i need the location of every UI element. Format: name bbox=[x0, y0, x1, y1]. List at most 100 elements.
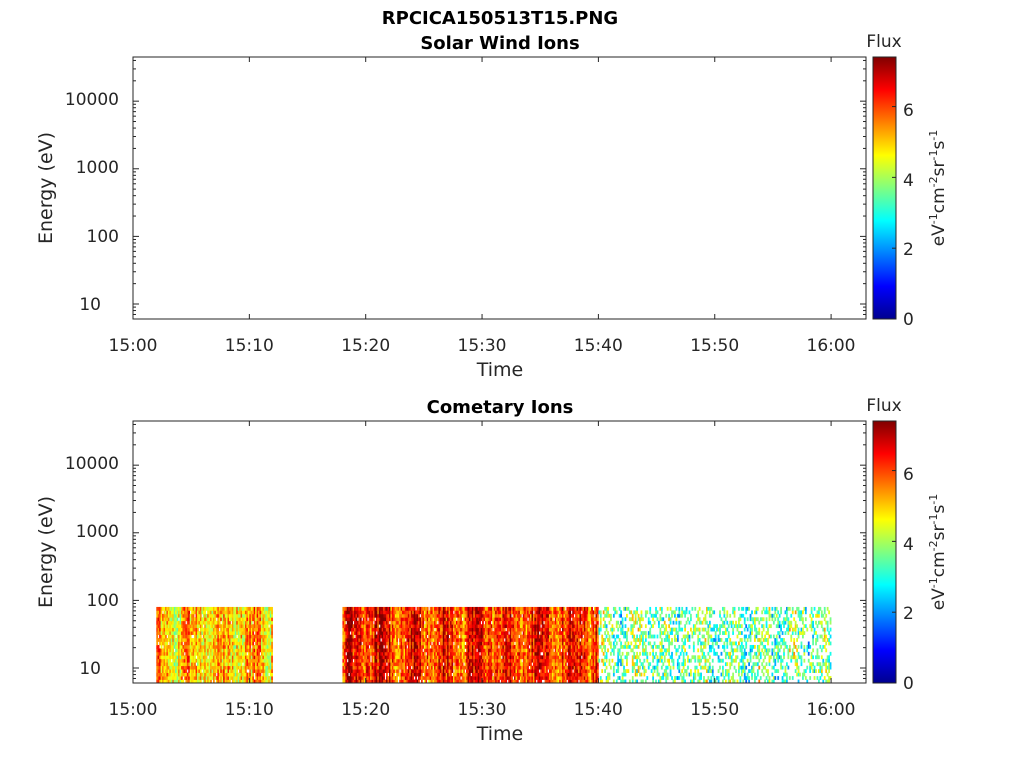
spectrogram-cell bbox=[468, 617, 471, 622]
spectrogram-cell bbox=[544, 655, 547, 660]
spectrogram-cell bbox=[410, 644, 413, 649]
spectrogram-cell bbox=[166, 627, 169, 632]
spectrogram-cell bbox=[471, 672, 474, 677]
spectrogram-cell bbox=[249, 631, 252, 635]
spectrogram-cell bbox=[492, 679, 495, 683]
spectrogram-cell bbox=[230, 610, 233, 615]
spectrogram-cell bbox=[356, 658, 359, 663]
spectrogram-cell bbox=[262, 624, 265, 629]
spectrogram-cell bbox=[343, 669, 346, 673]
spectrogram-cell bbox=[461, 651, 464, 656]
spectrogram-cell bbox=[477, 620, 480, 625]
spectrogram-cell bbox=[205, 624, 208, 629]
spectrogram-cell bbox=[258, 620, 260, 625]
spectrogram-cell bbox=[415, 638, 417, 642]
spectrogram-cell bbox=[175, 665, 177, 670]
spectrogram-cell bbox=[400, 624, 403, 629]
spectrogram-cell bbox=[393, 672, 396, 677]
spectrogram-cell bbox=[371, 658, 374, 663]
spectrogram-cell bbox=[362, 669, 365, 673]
spectrogram-cell bbox=[441, 665, 444, 670]
spectrogram-cell bbox=[540, 631, 543, 635]
spectrogram-cell bbox=[349, 679, 352, 683]
spectrogram-cell bbox=[384, 658, 387, 663]
spectrogram-cell bbox=[252, 613, 255, 618]
spectrogram-cell bbox=[458, 676, 461, 680]
spectrogram-cell bbox=[169, 665, 172, 670]
spectrogram-cell bbox=[435, 613, 438, 618]
spectrogram-cell bbox=[415, 617, 417, 622]
spectrogram-cell bbox=[186, 672, 189, 677]
spectrogram-cell bbox=[531, 617, 534, 622]
spectrogram-cell bbox=[416, 644, 419, 649]
spectrogram-cell bbox=[476, 613, 479, 618]
spectrogram-cell bbox=[201, 606, 204, 611]
spectrogram-cell bbox=[242, 624, 244, 629]
spectrogram-cell bbox=[260, 610, 263, 615]
spectrogram-cell bbox=[514, 634, 516, 639]
spectrogram-cell bbox=[541, 634, 544, 639]
spectrogram-cell bbox=[371, 624, 374, 629]
spectrogram-cell bbox=[423, 672, 426, 677]
spectrogram-cell bbox=[431, 620, 433, 625]
spectrogram-cell bbox=[352, 613, 355, 618]
spectrogram-cell bbox=[362, 672, 365, 677]
spectrogram-cell bbox=[156, 606, 159, 611]
spectrogram-cell bbox=[447, 651, 449, 656]
spectrogram-cell bbox=[451, 620, 454, 625]
spectrogram-cell bbox=[487, 610, 490, 615]
spectrogram-cell bbox=[557, 676, 560, 680]
spectrogram-cell bbox=[175, 644, 177, 649]
spectrogram-cell bbox=[212, 627, 215, 632]
spectrogram-cell bbox=[374, 631, 377, 635]
spectrogram-cell bbox=[404, 641, 407, 646]
spectrogram-cell bbox=[543, 638, 545, 642]
spectrogram-cell bbox=[343, 658, 346, 663]
spectrogram-cell bbox=[544, 679, 547, 683]
spectrogram-cell bbox=[202, 610, 205, 615]
spectrogram-cell bbox=[268, 631, 271, 635]
spectrogram-cell bbox=[482, 665, 484, 670]
spectrogram-cell bbox=[242, 606, 244, 611]
spectrogram-cell bbox=[525, 669, 528, 673]
spectrogram-cell bbox=[457, 676, 460, 680]
spectrogram-cell bbox=[383, 606, 385, 611]
spectrogram-cell bbox=[543, 655, 545, 660]
spectrogram-cell bbox=[455, 634, 458, 639]
spectrogram-cell bbox=[499, 641, 502, 646]
spectrogram-cell bbox=[393, 648, 396, 653]
spectrogram-cell bbox=[503, 606, 506, 611]
spectrogram-cell bbox=[486, 606, 489, 611]
spectrogram-cell bbox=[434, 606, 436, 611]
spectrogram-cell bbox=[175, 648, 177, 653]
spectrogram-cell bbox=[191, 641, 193, 646]
spectrogram-cell bbox=[467, 641, 470, 646]
spectrogram-cell bbox=[224, 669, 227, 673]
spectrogram-cell bbox=[156, 627, 159, 632]
spectrogram-cell bbox=[502, 669, 505, 673]
spectrogram-cell bbox=[228, 620, 231, 625]
spectrogram-cell bbox=[176, 613, 179, 618]
spectrogram-cell bbox=[188, 617, 191, 622]
x-tick-label: 15:20 bbox=[341, 336, 390, 356]
spectrogram-cell bbox=[556, 644, 559, 649]
spectrogram-cell bbox=[217, 669, 220, 673]
spectrogram-cell bbox=[355, 669, 358, 673]
spectrogram-cell bbox=[175, 631, 177, 635]
spectrogram-cell bbox=[397, 610, 400, 615]
x-ticks bbox=[132, 57, 832, 319]
spectrogram-cell bbox=[531, 676, 534, 680]
spectrogram-cell bbox=[393, 624, 396, 629]
spectrogram-cell bbox=[468, 672, 471, 677]
spectrogram-cell bbox=[375, 655, 378, 660]
spectrogram-cell bbox=[212, 638, 215, 642]
spectrogram-cell bbox=[492, 651, 495, 656]
spectrogram-cell bbox=[409, 617, 412, 622]
spectrogram-cell bbox=[452, 676, 455, 680]
spectrogram-cell bbox=[436, 610, 439, 615]
spectrogram-cell bbox=[454, 672, 457, 677]
spectrogram-cell bbox=[215, 627, 218, 632]
spectrogram-cell bbox=[506, 610, 509, 615]
spectrogram-cell bbox=[502, 627, 505, 632]
spectrogram-cell bbox=[492, 662, 495, 667]
